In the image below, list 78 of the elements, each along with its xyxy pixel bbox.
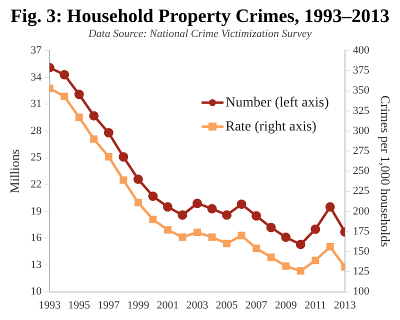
y2-tick-label: 100 <box>352 286 370 298</box>
y2-tick-label: 400 <box>352 44 370 56</box>
point <box>296 240 306 250</box>
y2-axis-title: Crimes per 1,000 households <box>378 95 393 248</box>
point <box>296 267 304 275</box>
x-tick-label: 1997 <box>98 299 120 312</box>
point <box>267 254 275 261</box>
y2-tick-label: 325 <box>352 104 370 117</box>
point <box>252 244 260 252</box>
point <box>133 174 143 184</box>
point <box>148 191 158 201</box>
x-tick-label: 2005 <box>216 299 238 312</box>
point <box>266 222 276 232</box>
x-tick-label: 2001 <box>156 299 179 312</box>
point <box>104 128 114 138</box>
point <box>162 202 172 212</box>
x-tick-label: 1995 <box>68 299 91 312</box>
point <box>192 198 202 208</box>
y-tick-label: 37 <box>30 44 42 56</box>
point <box>281 232 291 242</box>
point <box>134 198 142 206</box>
point <box>238 232 246 240</box>
chart-title: Fig. 3: Household Property Crimes, 1993–2013 <box>9 6 391 28</box>
point <box>178 233 186 241</box>
point <box>178 210 188 220</box>
y2-tick-label: 225 <box>352 185 370 198</box>
x-tick-label: 2011 <box>304 299 326 312</box>
point <box>326 243 334 250</box>
point <box>194 228 201 236</box>
y-tick-label: 34 <box>30 71 42 84</box>
point <box>120 176 128 184</box>
y-axis-title: Millions <box>7 149 22 194</box>
y2-tick-label: 150 <box>352 245 370 258</box>
point <box>149 216 157 224</box>
y-tick-label: 31 <box>30 98 42 110</box>
x-tick-label: 2003 <box>186 299 209 312</box>
y2-tick-label: 275 <box>352 144 370 157</box>
point <box>75 114 83 122</box>
y2-tick-label: 250 <box>352 165 370 178</box>
y-tick-label: 28 <box>30 124 42 137</box>
x-tick-label: 2007 <box>245 299 268 312</box>
point <box>325 202 335 212</box>
point <box>252 211 262 221</box>
point <box>164 226 172 234</box>
y-tick-label: 10 <box>30 286 42 298</box>
point <box>74 90 84 100</box>
y2-tick-label: 300 <box>352 124 370 137</box>
y2-tick-label: 175 <box>352 225 370 238</box>
y2-tick-label: 350 <box>352 84 370 97</box>
point <box>104 153 112 160</box>
y2-tick-label: 375 <box>352 64 370 77</box>
y2-tick-label: 125 <box>352 266 370 278</box>
legend-label: Rate (right axis) <box>225 119 317 134</box>
point <box>312 256 320 264</box>
y-tick-label: 25 <box>30 152 42 164</box>
point <box>118 152 128 162</box>
x-tick-label: 1999 <box>127 299 150 312</box>
point <box>90 135 98 143</box>
point <box>60 70 70 80</box>
point <box>236 200 246 210</box>
x-tick-label: 2013 <box>334 299 356 312</box>
point <box>223 240 231 248</box>
point <box>207 204 217 214</box>
point <box>222 210 232 220</box>
y-tick-label: 22 <box>30 178 42 190</box>
point <box>282 262 290 270</box>
point <box>208 233 216 241</box>
y-tick-label: 13 <box>30 258 42 271</box>
legend-label: Number (left axis) <box>225 95 330 110</box>
x-tick-label: 1993 <box>38 299 62 312</box>
chart-subtitle: Data Source: National Crime Victimization Survey <box>87 28 313 41</box>
y2-tick-label: 200 <box>352 205 370 218</box>
y-tick-label: 19 <box>30 205 42 218</box>
point <box>310 224 320 234</box>
y-tick-label: 16 <box>30 232 42 244</box>
point <box>89 111 99 121</box>
point <box>60 92 68 100</box>
x-tick-label: 2009 <box>274 299 298 312</box>
